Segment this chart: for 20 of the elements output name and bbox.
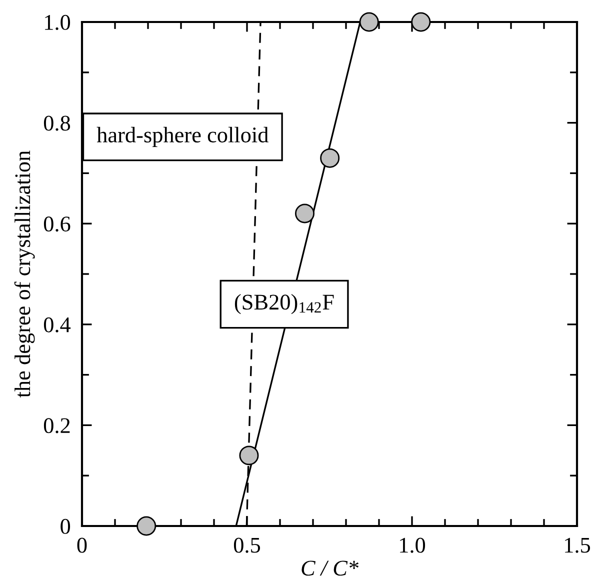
point — [295, 204, 314, 224]
y-tick-label: 0.2 — [44, 418, 70, 434]
y-tick-label: 0.4 — [44, 317, 71, 332]
y-tick-label: 0 — [60, 518, 70, 534]
point — [239, 446, 259, 466]
x-tick-label: 0 — [77, 538, 87, 553]
point — [411, 12, 431, 32]
annotation: hard-sphere colloid — [96, 126, 268, 147]
y-tick-label: 0.8 — [44, 116, 70, 131]
point — [320, 148, 340, 168]
x-axis-title: C / C* — [302, 560, 359, 576]
point — [359, 12, 379, 32]
x-tick-label: 1.0 — [400, 538, 426, 553]
y-tick-label: 0.6 — [44, 216, 70, 232]
x-tick-label: 1.5 — [565, 538, 590, 553]
point — [136, 516, 156, 536]
y-axis-title: the degree of crystallization — [14, 150, 35, 398]
x-tick-label: 0.5 — [234, 538, 260, 553]
y-tick-label: 1.0 — [45, 14, 70, 30]
annotation: (SB20)$_{142}$F — [234, 294, 334, 314]
